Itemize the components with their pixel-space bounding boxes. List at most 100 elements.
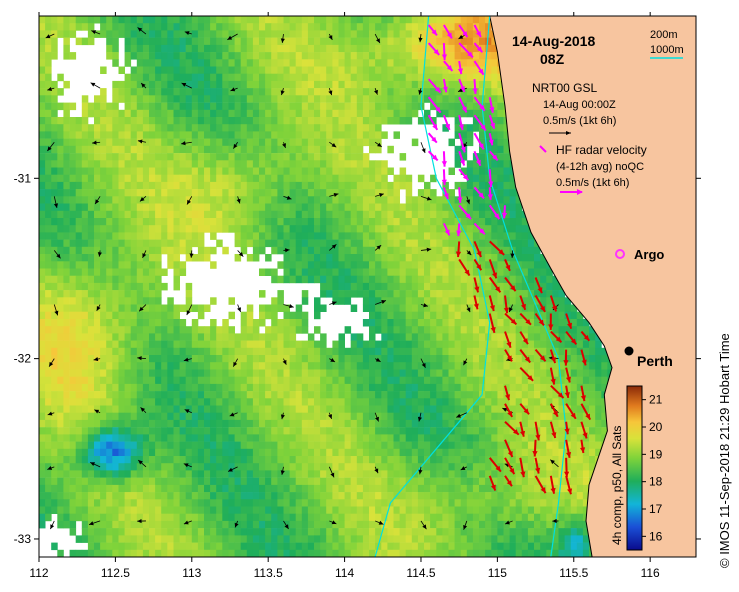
model-vector: [280, 88, 285, 96]
model-vector: [96, 304, 101, 312]
radar-vector: [458, 204, 472, 220]
land-mass: [489, 16, 696, 557]
model-vector: [328, 33, 333, 41]
y-tick-label: -32: [14, 352, 32, 366]
x-tick-label: 115: [488, 566, 507, 580]
radar-vector: [580, 349, 587, 366]
radar-vector: [504, 385, 511, 401]
radar-vector: [504, 312, 518, 326]
radar-vector: [457, 187, 463, 203]
x-tick-label: 116: [641, 566, 660, 580]
x-tick-label: 112: [29, 566, 48, 580]
radar-vector: [564, 421, 570, 435]
radar-vector: [580, 385, 586, 402]
model-vector: [47, 86, 55, 91]
y-tick-label: -33: [14, 532, 32, 546]
radar-vector: [563, 349, 569, 366]
radar-vector: [565, 367, 572, 383]
model-vector: [186, 304, 193, 316]
radar-vector: [473, 114, 487, 132]
credit-text: © IMOS 11-Sep-2018 21:29 Hobart Time: [717, 333, 732, 568]
x-tick-label: 115.5: [559, 566, 588, 580]
model-vector: [137, 518, 146, 524]
model-vector: [466, 250, 472, 256]
radar-vector: [441, 169, 447, 186]
model-vector: [53, 250, 61, 259]
radar-vector: [488, 457, 502, 473]
colorbar-tick-label: 17: [649, 502, 663, 516]
radar-vector: [580, 421, 588, 439]
model-vector: [460, 466, 467, 471]
model-vector: [466, 304, 471, 313]
radar-vector: [534, 421, 541, 441]
isobath-label-1000m: 1000m: [650, 44, 684, 56]
argo-label: Argo: [634, 247, 664, 262]
radar-vector: [565, 475, 573, 495]
place-markers: [624, 346, 634, 356]
radar-vector: [519, 349, 531, 364]
model-vector: [53, 304, 59, 316]
model-vector: [137, 139, 147, 144]
model-vector: [329, 141, 337, 148]
radar-vector: [442, 78, 448, 93]
colorbar-tick-label: 16: [649, 529, 663, 543]
radar-vector: [504, 276, 517, 292]
model-vector: [47, 141, 55, 152]
model-vector: [92, 140, 101, 145]
colorbar-tick-label: 20: [649, 420, 663, 434]
radar-vector: [565, 403, 577, 420]
model-vector: [50, 520, 55, 530]
model-vector: [237, 304, 241, 313]
radar-vector: [519, 366, 534, 382]
model-vector: [184, 31, 192, 36]
radar-vector: [488, 313, 496, 334]
radar-vector: [504, 331, 512, 348]
radar-vector: [519, 312, 532, 326]
radar-vector: [504, 403, 514, 418]
colorbar: 21 20 19 18 17 16 4h comp, p50, All Sats: [610, 385, 663, 551]
model-vector: [418, 88, 423, 95]
model-vector: [229, 412, 238, 417]
radar-vector: [442, 114, 451, 131]
radar-vector: [580, 403, 592, 421]
model-vector: [48, 358, 55, 367]
model-vector: [374, 357, 381, 363]
radar-vector: [488, 295, 495, 312]
model-vector: [329, 244, 337, 251]
radar-vector: [534, 312, 545, 327]
model-current-vectors: [45, 27, 559, 530]
model-vector: [374, 88, 378, 95]
model-vector: [230, 87, 238, 92]
x-tick-label: 114: [335, 566, 354, 580]
model-vector: [283, 520, 289, 530]
radar-vector: [443, 24, 453, 39]
radar-vector: [473, 24, 482, 38]
model-vector: [510, 250, 515, 258]
model-vector: [184, 409, 192, 414]
model-vector: [466, 196, 471, 205]
radar-legend-marker: [539, 145, 547, 153]
radar-vector: [504, 475, 513, 487]
model-vector: [328, 466, 335, 478]
model-legend-arrow: [549, 131, 571, 135]
radar-vector: [488, 475, 497, 491]
model-vector: [420, 195, 432, 201]
model-vector: [374, 520, 384, 525]
radar-vector: [427, 132, 438, 144]
radar-vector: [564, 385, 570, 399]
model-vector: [139, 196, 147, 202]
model-vector: [552, 518, 559, 524]
x-axis: 112 112.5 113 113.5 114 114.5 115 115.5 116: [29, 12, 660, 580]
model-vector: [504, 520, 513, 525]
radar-vector: [504, 439, 514, 458]
radar-vector: [519, 295, 527, 311]
radar-vector: [565, 439, 572, 458]
radar-vector: [501, 205, 508, 219]
model-vector: [420, 520, 427, 530]
radar-vector: [519, 457, 526, 478]
model-vector: [47, 411, 55, 416]
model-vector: [418, 466, 423, 475]
model-vector: [237, 250, 244, 257]
radar-vector: [473, 150, 482, 167]
perth-marker-icon: [624, 346, 634, 356]
